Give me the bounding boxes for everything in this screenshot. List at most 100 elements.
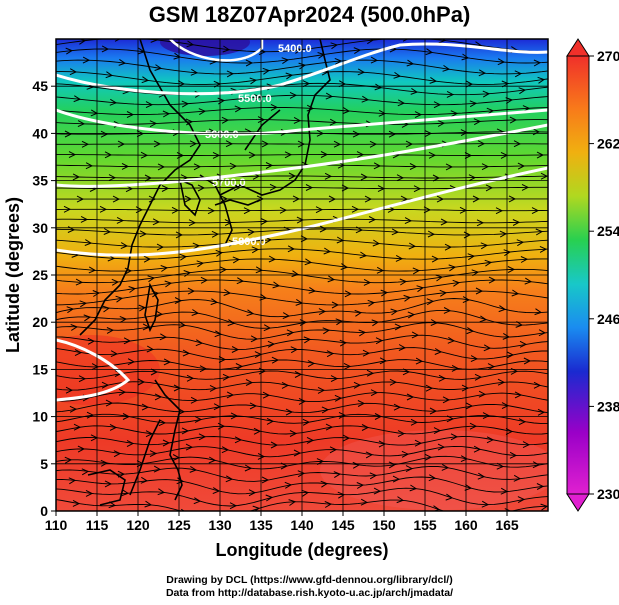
streamline-arrow xyxy=(234,105,243,113)
streamline-arrow xyxy=(291,270,300,278)
streamline-arrow xyxy=(121,162,130,170)
streamline-arrow xyxy=(517,162,526,170)
streamline-arrow xyxy=(524,277,533,285)
streamline-arrow xyxy=(325,423,334,431)
streamline-arrow xyxy=(537,76,546,84)
streamline-arrow xyxy=(496,462,505,470)
streamline-arrow xyxy=(246,309,255,317)
streamline-arrow xyxy=(257,116,266,124)
streamline-arrow xyxy=(402,368,411,376)
streamline-arrow xyxy=(518,418,527,426)
streamline-arrow xyxy=(197,184,206,192)
streamline-arrow xyxy=(473,445,482,453)
streamline-arrow xyxy=(359,251,368,259)
streamline-arrow xyxy=(155,310,164,318)
streamline-arrow xyxy=(262,67,271,75)
streamline-arrow xyxy=(329,446,338,454)
streamline-arrow xyxy=(486,107,495,115)
streamline-arrow xyxy=(73,95,82,103)
streamline-arrow xyxy=(153,465,162,473)
streamline-arrow xyxy=(102,305,111,313)
colorbar-tick-label: 238 xyxy=(597,398,619,414)
streamline-arrow xyxy=(108,174,117,182)
streamline-arrow xyxy=(328,195,337,203)
streamline-arrow xyxy=(356,482,365,489)
streamline-arrow xyxy=(460,455,469,463)
streamline-arrow xyxy=(439,289,448,297)
streamline-arrow xyxy=(351,205,360,213)
contour-5900 xyxy=(56,338,131,402)
streamline-arrow xyxy=(535,228,544,236)
streamline-arrow xyxy=(231,346,240,353)
streamline-arrow xyxy=(507,266,516,273)
streamline-arrow xyxy=(307,360,316,368)
streamline-arrow xyxy=(190,396,199,404)
streamline-arrow xyxy=(270,103,279,111)
streamline-arrow xyxy=(434,348,443,355)
streamline-arrow xyxy=(379,357,388,365)
streamline-arrow xyxy=(111,278,120,286)
streamline-arrow xyxy=(474,373,483,381)
streamline-arrow xyxy=(178,321,187,329)
streamline-arrow xyxy=(516,239,525,247)
streamline-arrow xyxy=(83,314,92,322)
streamline-arrow xyxy=(214,330,223,338)
streamline-arrow xyxy=(408,242,417,250)
streamline-arrow xyxy=(156,243,165,251)
streamline-arrow xyxy=(126,111,135,118)
streamline-arrow xyxy=(243,207,252,215)
streamline-arrow xyxy=(356,151,365,159)
colorbar-tick-label: 230 xyxy=(597,486,619,502)
streamline-arrow xyxy=(149,450,158,458)
streamline-arrow xyxy=(334,394,343,402)
streamline-arrow xyxy=(120,242,129,250)
streamline-arrow xyxy=(342,107,351,115)
streamline-arrow xyxy=(121,489,130,497)
streamline-arrow xyxy=(380,289,389,297)
streamline-arrow xyxy=(495,207,504,215)
streamline-arrow xyxy=(250,335,259,343)
streamline-arrow xyxy=(113,450,122,458)
streamline-arrow xyxy=(91,363,100,371)
streamline-arrow xyxy=(426,298,435,306)
streamline-arrow xyxy=(461,53,470,61)
streamline-arrow xyxy=(411,331,420,339)
map-figure: 5400.0 5500.0 5600.0 5700.0 5800.0 110 11… xyxy=(3,38,619,560)
streamline-arrow xyxy=(308,286,317,294)
streamline-arrow xyxy=(207,207,216,215)
streamline-arrow xyxy=(298,62,307,70)
colorbar-max-arrow xyxy=(566,38,590,57)
streamline-arrow xyxy=(367,39,375,45)
streamline-arrow xyxy=(447,336,456,344)
streamline-arrow xyxy=(513,474,522,482)
streamline-arrow xyxy=(441,463,450,471)
streamline-arrow xyxy=(300,235,309,243)
credit-drawing: Drawing by DCL (https://www.gfd-dennou.o… xyxy=(166,574,453,586)
streamline-arrow xyxy=(509,116,518,124)
streamline-arrow xyxy=(76,195,85,203)
streamline-arrow xyxy=(477,140,486,148)
streamline-arrow xyxy=(399,278,408,286)
streamline-arrow xyxy=(282,312,291,320)
streamline-arrow xyxy=(265,162,274,169)
streamline-arrow xyxy=(478,69,487,77)
streamline-arrow xyxy=(293,116,302,124)
streamline-arrow xyxy=(396,496,405,504)
streamline-arrow xyxy=(249,402,258,410)
streamline-arrow xyxy=(158,419,167,427)
y-tick-label: 25 xyxy=(32,267,48,283)
streamline-arrow xyxy=(324,501,333,508)
streamline-arrow xyxy=(103,228,112,235)
streamline-arrow xyxy=(450,110,459,118)
streamline-arrow xyxy=(326,350,335,358)
streamline-arrow xyxy=(388,461,397,469)
x-axis-label: Longitude (degrees) xyxy=(215,540,388,560)
streamline-arrow xyxy=(144,500,153,508)
streamline-arrow xyxy=(154,393,163,401)
streamline-arrow xyxy=(253,94,262,101)
streamline-arrow xyxy=(218,356,227,363)
streamline-arrow xyxy=(226,70,235,78)
streamline-arrow xyxy=(251,246,260,254)
streamline-arrow xyxy=(294,371,303,378)
streamline-arrow xyxy=(378,440,387,448)
